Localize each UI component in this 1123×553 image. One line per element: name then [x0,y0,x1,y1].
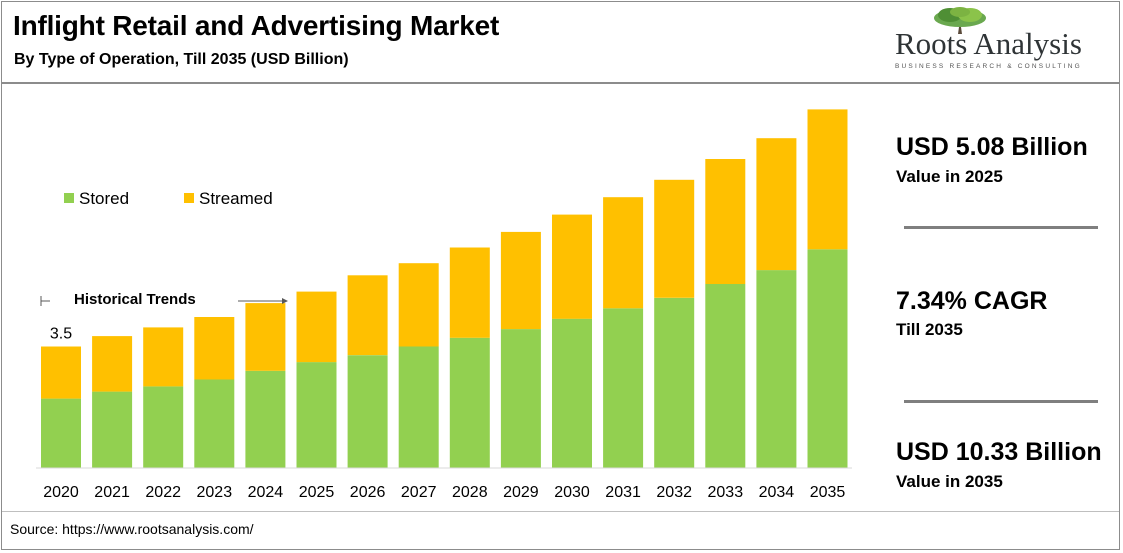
kpi-divider-1 [904,226,1098,229]
bar-stored-2033 [705,284,746,468]
bar-streamed-2034 [756,138,797,271]
page-title: Inflight Retail and Advertising Market [13,10,500,41]
bar-streamed-2025 [296,291,337,363]
bar-streamed-2022 [143,327,184,387]
bar-streamed-2028 [449,247,490,338]
kpi-divider-2 [904,400,1098,403]
x-tick-label-2020: 2020 [43,484,79,501]
bar-streamed-2020 [41,346,81,399]
x-tick-label-2021: 2021 [94,484,130,501]
x-tick-label-2026: 2026 [350,484,386,501]
bar-streamed-2021 [92,336,133,392]
bar-stored-2032 [654,297,695,468]
footer-divider [2,511,1119,512]
x-tick-label-2028: 2028 [452,484,488,501]
bar-stored-2031 [603,308,644,468]
kpi-value-2035: USD 10.33 Billion [896,438,1102,466]
logo-name: Roots Analysis [895,26,1082,61]
x-tick-label-2024: 2024 [248,484,284,501]
bar-stored-2034 [756,270,797,468]
historical-arrow-head [282,298,288,304]
x-tick-label-2029: 2029 [503,484,539,501]
bar-streamed-2026 [347,275,388,356]
bar-stored-2020 [41,398,81,468]
legend-label-stored: Stored [79,189,129,208]
tree-icon [934,7,986,34]
x-tick-label-2033: 2033 [708,484,744,501]
bar-streamed-2027 [398,263,439,347]
bar-stored-2022 [143,386,184,468]
kpi-label-2035: Value in 2035 [896,472,1003,491]
x-tick-label-2025: 2025 [299,484,335,501]
bar-stored-2028 [449,337,490,468]
bar-stored-2026 [347,355,388,468]
bar-stored-2021 [92,391,133,468]
legend-swatch-stored [64,193,74,203]
bar-streamed-2031 [603,197,644,309]
x-tick-label-2031: 2031 [605,484,641,501]
bar-stored-2030 [552,318,592,468]
stacked-bar-chart: 2020 2021 2022 2023 2024 2025 2026 2027 2028 2029… [36,109,852,501]
x-tick-label-2023: 2023 [197,484,233,501]
historical-trends-label: Historical Trends [74,291,196,308]
kpi-value-2025: USD 5.08 Billion [896,133,1088,161]
bar-streamed-2029 [500,231,541,330]
x-tick-label-2030: 2030 [554,484,590,501]
bar-stored-2023 [194,379,235,468]
bar-streamed-2035 [807,109,848,250]
header-divider [2,82,1119,84]
x-tick-label-2022: 2022 [145,484,181,501]
source-note: Source: https://www.rootsanalysis.com/ [10,521,254,537]
legend-swatch-streamed [184,193,194,203]
x-tick-label-2027: 2027 [401,484,437,501]
bar-stored-2035 [807,249,848,468]
x-tick-label-2035: 2035 [810,484,846,501]
kpi-label-2025: Value in 2025 [896,167,1003,186]
legend-label-streamed: Streamed [199,189,273,208]
bar-stored-2024 [245,370,286,468]
bar-stored-2027 [398,346,439,468]
bar-stored-2029 [500,329,541,468]
bar-streamed-2030 [552,214,592,319]
kpi-label-cagr: Till 2035 [896,320,963,339]
page-subtitle: By Type of Operation, Till 2035 (USD Bil… [14,51,349,68]
bar-streamed-2023 [194,317,235,380]
data-label-2020-total: 3.5 [50,326,72,343]
kpi-value-cagr: 7.34% CAGR [896,287,1048,315]
bar-streamed-2033 [705,159,746,284]
bar-streamed-2024 [245,303,286,371]
bar-stored-2025 [296,362,337,468]
bar-streamed-2032 [654,179,695,298]
x-tick-label-2032: 2032 [656,484,692,501]
x-tick-label-2034: 2034 [759,484,795,501]
logo-tagline: BUSINESS RESEARCH & CONSULTING [895,63,1082,70]
